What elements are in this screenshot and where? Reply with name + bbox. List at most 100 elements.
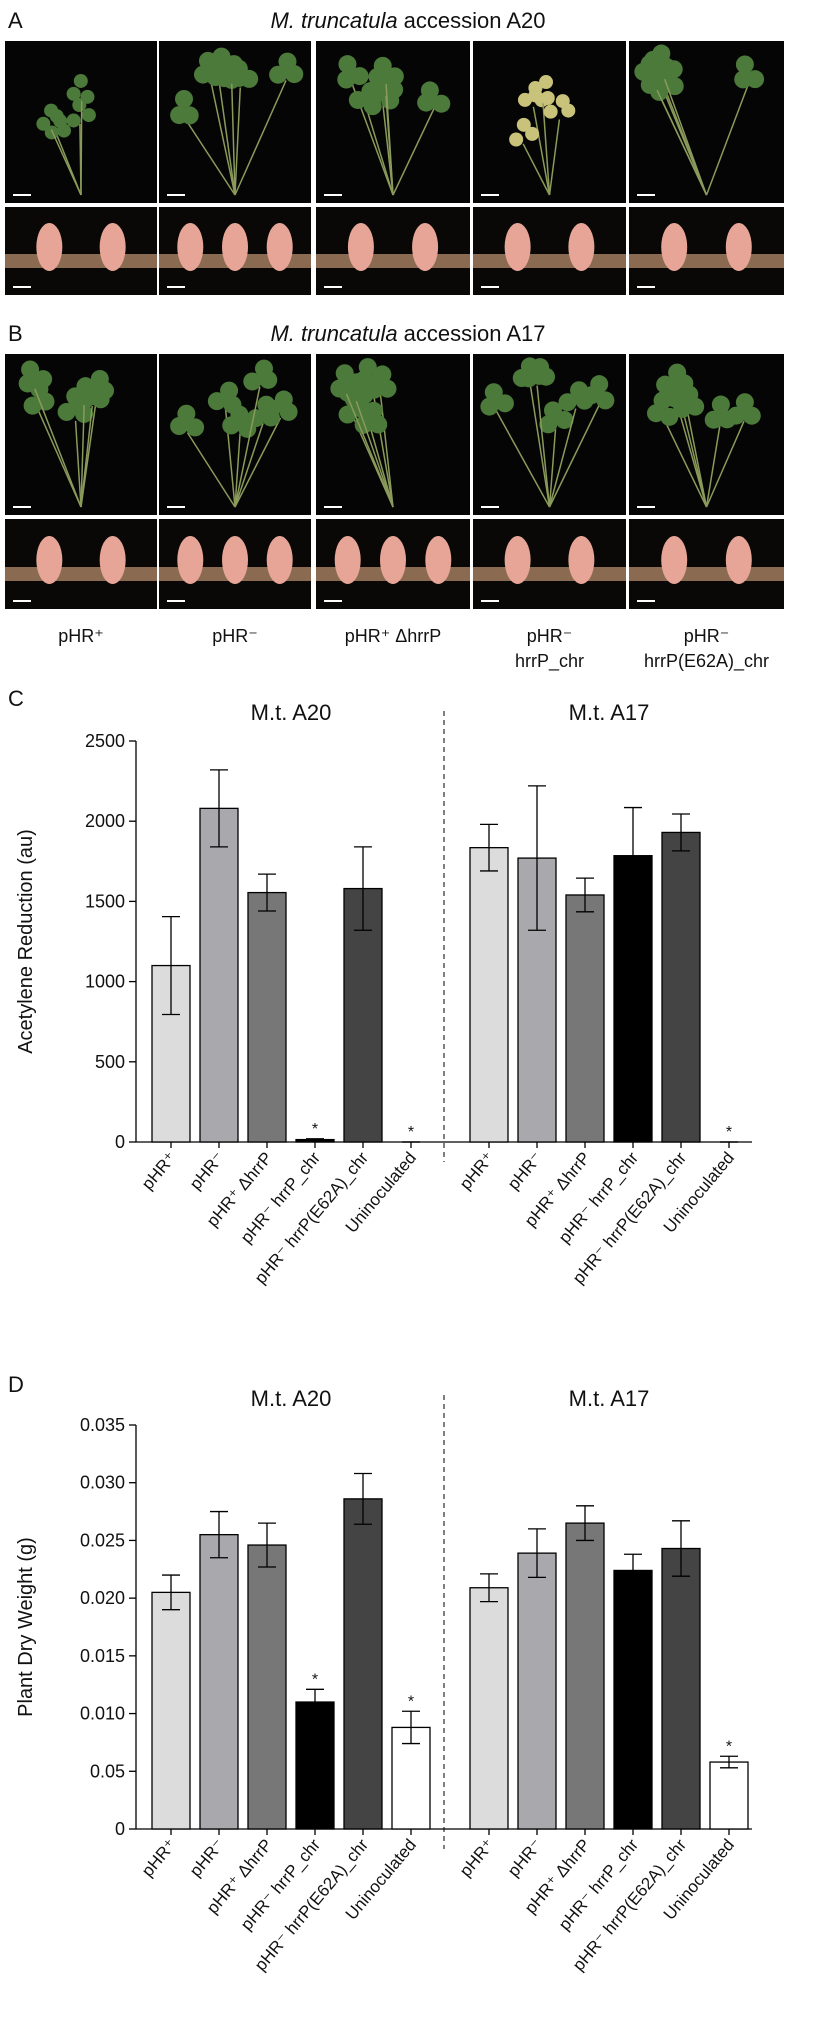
leaf (337, 70, 356, 89)
nodule (504, 536, 531, 584)
plant-stem (230, 82, 236, 196)
plant-photo (159, 354, 311, 515)
nodule (334, 536, 361, 584)
y-tick-label: 0.030 (80, 1473, 125, 1493)
nodule (568, 536, 595, 584)
x-tick-label: pHR⁻ (186, 1835, 228, 1880)
plant-stem (522, 143, 551, 196)
y-tick-label: 0.010 (80, 1704, 125, 1724)
leaf (230, 405, 249, 424)
leaf (656, 375, 675, 394)
leaf (330, 379, 349, 398)
plant-stem (705, 420, 745, 508)
plant-stem (664, 78, 708, 196)
leaf (254, 359, 273, 378)
plant-photo (629, 354, 784, 515)
bar (199, 807, 239, 1143)
nodule-photo (629, 207, 784, 295)
plant-stem (385, 84, 394, 196)
leaf (186, 418, 205, 437)
leaf (207, 392, 226, 411)
leaf (385, 67, 404, 86)
nodule (222, 223, 248, 271)
title-italic: M. truncatula (270, 8, 397, 33)
significance-marker: * (312, 1671, 318, 1688)
x-tick-label: pHR⁻ (504, 1835, 546, 1880)
nodule (177, 223, 204, 271)
leaf (420, 81, 439, 100)
leaf (673, 399, 692, 418)
leaf (23, 396, 42, 415)
plant-stem (686, 411, 708, 508)
leaf (278, 52, 297, 71)
leaf (364, 401, 383, 420)
group-title: M.t. A20 (251, 700, 332, 725)
plant-stem (186, 432, 236, 508)
leaf (378, 379, 397, 398)
plant-stem (680, 401, 708, 508)
plant-stem (548, 119, 561, 196)
root (629, 567, 784, 581)
leaf (344, 377, 363, 396)
nodule (36, 536, 63, 584)
bar (517, 1552, 557, 1830)
panel-title: M. truncatula accession A17 (270, 321, 545, 346)
leaf (677, 383, 696, 402)
panel-letter: B (8, 321, 23, 346)
y-tick-label: 2000 (85, 811, 125, 831)
y-tick-label: 0 (115, 1132, 125, 1152)
leaf (664, 60, 683, 79)
leaf (484, 383, 503, 402)
panel-letter: C (8, 686, 24, 711)
leaf (653, 391, 672, 410)
leaf (53, 114, 68, 129)
nodule (725, 223, 752, 271)
plant-stem (345, 391, 394, 508)
leaf (361, 82, 380, 101)
leaf (539, 75, 554, 90)
x-tick-label: pHR⁺ (138, 1835, 180, 1880)
leaf (335, 364, 354, 383)
nodule-photo (316, 207, 470, 295)
bar (709, 1761, 749, 1830)
plant-stem (234, 433, 241, 508)
nodule (412, 223, 439, 271)
x-tick-label: pHR⁻ (186, 1148, 228, 1193)
leaf (590, 375, 609, 394)
leaf (66, 86, 81, 101)
leaf (34, 370, 53, 389)
significance-marker: * (726, 1738, 732, 1755)
photo-label: pHR⁺ (58, 626, 104, 646)
bar (661, 1547, 701, 1830)
plant-stem (705, 423, 721, 508)
leaf (516, 117, 531, 132)
photo-label: hrrP_chr (515, 651, 584, 672)
leaf (495, 394, 514, 413)
bar (565, 1522, 605, 1830)
leaf (509, 132, 524, 147)
leaf (73, 73, 88, 88)
plant-stem (50, 129, 82, 196)
x-tick-label: pHR⁻ (504, 1148, 546, 1193)
leaf (363, 97, 382, 116)
leaf (66, 113, 81, 128)
photo-label: pHR⁺ ΔhrrP (345, 626, 442, 646)
leaf (540, 90, 555, 105)
root (473, 254, 626, 268)
plant-stem (36, 407, 82, 508)
plant-stem (234, 87, 242, 196)
leaf (385, 80, 404, 99)
plant-stem (209, 79, 236, 196)
y-tick-label: 2500 (85, 731, 125, 751)
leaf (230, 68, 249, 87)
leaf (480, 397, 499, 416)
leaf (734, 70, 753, 89)
leaf (18, 374, 37, 393)
plant-stem (705, 82, 750, 196)
title-italic: M. truncatula (270, 321, 397, 346)
plant-stem (655, 88, 708, 196)
nodule-photo (5, 519, 157, 609)
bar (469, 847, 509, 1143)
leaf (543, 104, 558, 119)
leaf (338, 55, 357, 74)
